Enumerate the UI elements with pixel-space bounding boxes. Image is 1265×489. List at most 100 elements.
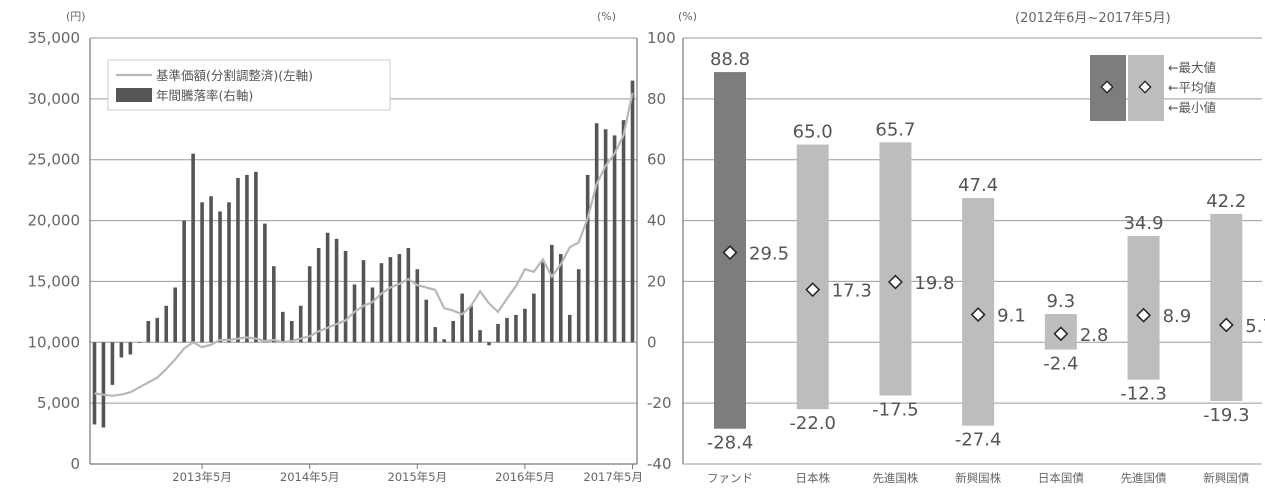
annual-return-bar xyxy=(567,314,572,343)
annual-return-bar xyxy=(289,320,294,343)
annual-return-bar xyxy=(594,123,599,343)
annual-return-bar xyxy=(155,317,160,343)
category-label: 先進国債 xyxy=(1121,471,1167,485)
annual-return-bar xyxy=(603,129,608,343)
annual-return-bar xyxy=(119,342,124,358)
average-marker xyxy=(1053,326,1069,342)
annual-return-bar xyxy=(388,257,393,343)
left-y-tick-label: 20,000 xyxy=(28,212,81,230)
left-y-tick-label: 25,000 xyxy=(28,151,81,169)
left-y-tick-label: 5,000 xyxy=(37,394,80,412)
left-y-tick-label: 10,000 xyxy=(28,333,81,351)
annual-return-bar xyxy=(173,287,177,343)
annual-return-bar xyxy=(379,263,384,343)
legend-bar-marker xyxy=(116,88,152,102)
legend-box xyxy=(107,59,391,111)
annual-return-bar xyxy=(541,260,545,343)
annual-return-bar xyxy=(487,342,491,346)
annual-return-bar xyxy=(469,305,473,343)
annual-return-bar xyxy=(451,320,455,343)
annual-return-bar xyxy=(550,244,554,343)
avg-value-label: 17.3 xyxy=(832,281,872,302)
nav-line xyxy=(94,92,634,397)
annual-return-bar xyxy=(325,232,330,343)
x-tick-label: 2015年5月 xyxy=(388,470,448,484)
annual-return-bar xyxy=(146,320,151,343)
legend-max-label: ←最大値 xyxy=(1168,60,1216,75)
annual-return-bar xyxy=(523,308,527,343)
min-value-label: -12.3 xyxy=(1120,384,1167,405)
annual-return-bar xyxy=(370,287,375,343)
annual-return-bar xyxy=(630,80,635,343)
annual-return-bar xyxy=(191,153,195,343)
annual-return-bar xyxy=(585,174,590,343)
x-tick-label: 2014年5月 xyxy=(280,470,340,484)
range-bar xyxy=(879,142,912,396)
legend-min-label: ←最小値 xyxy=(1168,100,1216,115)
right-y-tick-label: -20 xyxy=(647,394,672,412)
right-axis-unit: (%) xyxy=(597,10,616,23)
category-label: 新興国株 xyxy=(955,471,1001,485)
annual-return-bar xyxy=(110,342,115,385)
max-value-label: 34.9 xyxy=(1124,213,1164,234)
category-label: 新興国債 xyxy=(1203,471,1249,485)
max-value-label: 65.7 xyxy=(875,119,915,140)
annual-return-bar xyxy=(343,251,348,343)
annual-return-bar xyxy=(307,266,312,343)
range-bars: 88.8 -28.4 29.5 65.0 -22.0 17.3 65.7 -17.5 19.8 4… xyxy=(707,49,1265,454)
left-chart-legend: 基準価額(分割調整済)(左軸) 年間騰落率(右軸) xyxy=(107,59,391,111)
annual-return-bar xyxy=(316,247,321,343)
annual-return-bar xyxy=(227,202,231,343)
category-label: ファンド xyxy=(707,471,753,485)
category-label: 日本株 xyxy=(795,471,830,485)
annual-return-bar xyxy=(621,120,626,343)
annual-return-bar xyxy=(272,266,276,343)
annual-return-bar xyxy=(128,342,133,355)
max-value-label: 42.2 xyxy=(1206,191,1246,212)
annual-return-bar xyxy=(92,342,97,425)
left-y-tick-label: 30,000 xyxy=(28,90,81,108)
average-marker xyxy=(888,274,903,290)
annual-return-bar xyxy=(532,293,536,343)
left-axes xyxy=(89,38,638,469)
max-value-label: 9.3 xyxy=(1047,291,1076,312)
x-tick-label: 2013年5月 xyxy=(172,470,232,484)
left-y-tick-label: 0 xyxy=(70,455,80,473)
avg-value-label: 9.1 xyxy=(997,306,1026,327)
min-value-label: -17.5 xyxy=(872,400,919,421)
asset-class-range-chart: 88.8 -28.4 29.5 65.0 -22.0 17.3 65.7 -17.5 19.8 4… xyxy=(678,10,1265,485)
annual-return-bar xyxy=(505,317,509,343)
min-value-label: -28.4 xyxy=(707,433,754,454)
average-marker xyxy=(805,282,821,298)
annual-return-bar xyxy=(576,269,581,343)
x-tick-label: 2016年5月 xyxy=(495,470,555,484)
annual-return-bar xyxy=(406,247,411,343)
annual-return-bar xyxy=(209,196,213,343)
range-bar xyxy=(796,144,829,410)
left-y-tick-label: 15,000 xyxy=(28,272,81,290)
right-y-tick-label: 0 xyxy=(647,333,657,351)
annual-return-bar xyxy=(280,311,285,343)
annual-return-bar xyxy=(460,293,464,343)
right-tick-labels: ファンド 日本株 先進国株 新興国株 日本国債 先進国債 新興国債 xyxy=(707,471,1250,485)
annual-return-bar xyxy=(514,314,518,343)
category-label: 先進国株 xyxy=(872,471,918,485)
annual-return-bars xyxy=(92,80,635,428)
annual-return-bar xyxy=(137,342,142,343)
annual-return-bar xyxy=(200,202,204,343)
min-value-label: -19.3 xyxy=(1203,405,1250,426)
annual-return-bar xyxy=(424,299,429,343)
min-value-label: -22.0 xyxy=(789,413,836,434)
right-y-tick-label: 60 xyxy=(647,151,666,169)
annual-return-bar xyxy=(397,254,402,343)
average-marker xyxy=(1136,307,1151,323)
fund-nav-annual-return-chart: 0 5,000 10,000 15,000 20,000 25,000 30,000 35,0… xyxy=(28,10,676,484)
annual-return-bar xyxy=(101,342,106,428)
legend-return-label: 年間騰落率(右軸) xyxy=(156,88,253,103)
range-axis-unit: (%) xyxy=(678,10,697,23)
avg-value-label: 8.9 xyxy=(1163,306,1192,327)
annual-return-bar xyxy=(361,260,366,343)
annual-return-bar xyxy=(254,171,258,343)
annual-return-bar xyxy=(164,305,169,343)
